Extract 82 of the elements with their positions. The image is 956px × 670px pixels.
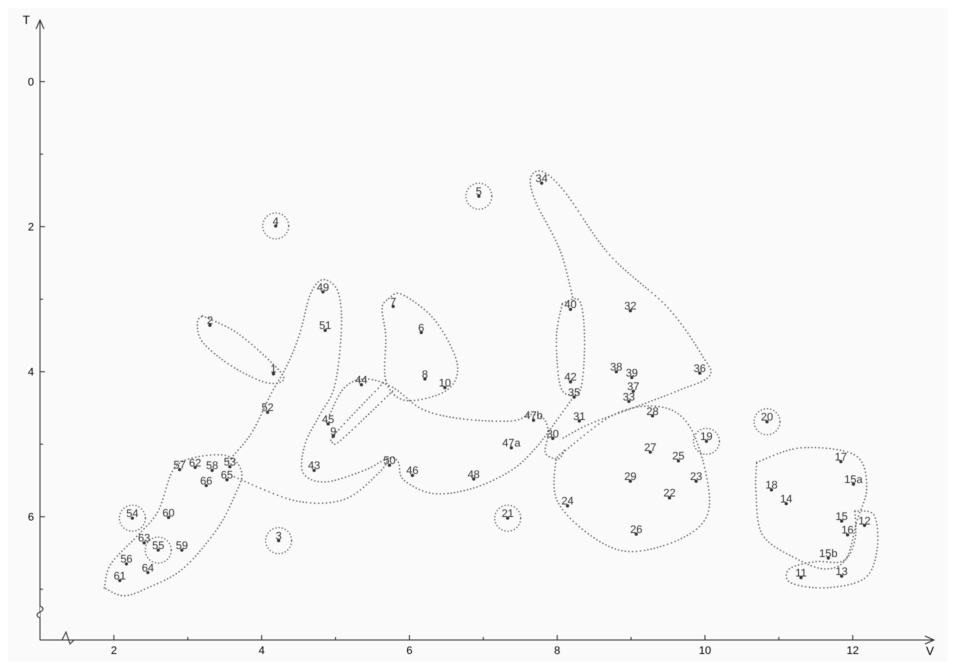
annotation: 27 [644,442,656,454]
annotation: 9 [330,426,336,438]
x-tick-label: 8 [554,645,560,657]
annotation: 29 [624,471,636,484]
annotation: 15a [844,474,864,486]
y-axis-title: T [22,13,31,27]
annotation: 49 [316,282,330,294]
annotation: 47b [524,410,543,422]
annotation: 36 [694,362,706,375]
annotation: 52 [261,402,274,414]
point [465,182,492,210]
annotation: 3 [276,530,282,543]
annotation: 25 [672,450,684,463]
annotation: 4 [272,216,279,228]
annotation: 7 [390,296,396,308]
annotation: 43 [308,460,320,472]
annotation: 63 [138,532,150,545]
annotation: 46 [406,465,418,478]
x-tick-label: 6 [406,645,412,657]
annotation: 26 [630,524,642,536]
annotation: 12 [858,515,871,528]
y-tick-label: 0 [28,76,34,88]
x-tick-label: 4 [258,645,265,657]
annotation: 51 [319,320,332,332]
annotation: 18 [765,480,778,492]
annotation: 20 [760,412,774,424]
annotation: 34 [536,173,548,186]
annotation: 22 [663,488,676,500]
annotation: 33 [622,391,635,404]
annotation: 53 [224,456,236,469]
annotation: 45 [322,414,334,426]
annotation: 11 [795,567,807,580]
annotation: 32 [624,300,636,313]
annotation: 62 [189,457,202,470]
annotation: 40 [564,299,577,312]
annotation: 30 [546,428,559,440]
annotation: 21 [502,508,514,520]
annotation: 47a [502,438,522,450]
annotation: 37 [627,381,640,394]
annotation: 24 [561,496,574,508]
annotation: 8 [422,368,428,381]
annotation: 15b [819,548,838,560]
annotation: 6 [418,322,424,334]
x-tick-label: 2 [110,645,117,657]
annotation: 64 [142,562,154,574]
x-tick-label: 10 [698,645,712,657]
annotation: 10 [438,378,452,390]
annotation: 60 [162,507,175,520]
y-tick-label: 6 [28,512,34,524]
annotation: 61 [114,570,126,582]
annotation: 15 [836,510,848,523]
annotation: 44 [355,374,368,387]
annotation: 5 [476,186,482,198]
point [265,527,292,554]
y-tick-label: 4 [28,366,34,379]
annotation: 31 [573,410,586,423]
annotation: 59 [176,540,188,552]
annotation: 19 [700,431,713,444]
y-tick-label: 2 [28,222,34,234]
annotation: 48 [468,468,480,481]
annotation: 55 [152,540,164,552]
annotation: 65 [220,470,234,482]
annotation: 57 [174,459,186,472]
annotation: 58 [206,460,218,472]
annotation: 1 [270,364,277,376]
annotation: 50 [383,455,396,468]
annotation: 13 [836,566,848,578]
x-axis-title: V [926,644,934,658]
point [262,212,290,240]
annotation: 14 [780,494,792,506]
annotation: 23 [690,471,702,484]
annotation: 17 [834,451,848,464]
annotation: 56 [120,554,133,566]
x-tick-label: 12 [846,645,859,657]
annotation: 54 [126,508,138,520]
annotation: 28 [646,406,659,418]
annotation: 42 [564,372,577,384]
annotation: 38 [610,362,622,374]
annotation: 39 [626,367,638,380]
annotation: 66 [200,475,212,488]
annotation: 16 [841,524,854,537]
annotation: 35 [568,386,580,399]
